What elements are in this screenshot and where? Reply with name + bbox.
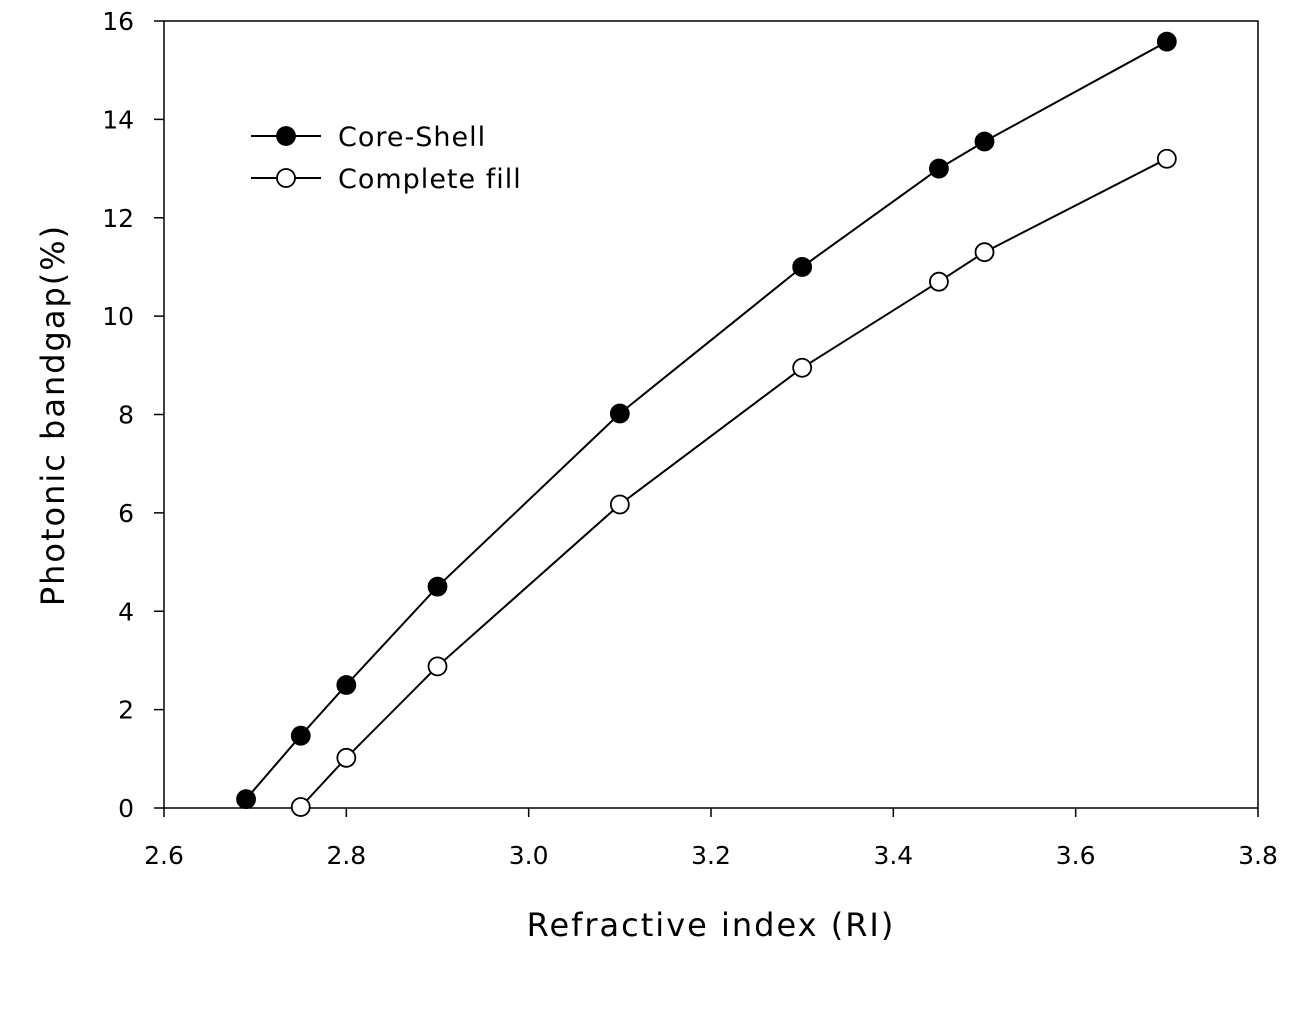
y-tick-label: 10	[102, 302, 134, 331]
y-axis-title: Photonic bandgap(%)	[34, 224, 72, 606]
y-axis-ticks: 0 2 4 6 8 10 12 14 16	[102, 7, 164, 823]
legend: Core-Shell Complete fill	[251, 122, 522, 195]
y-tick-label: 16	[102, 7, 134, 36]
legend-label-core-shell: Core-Shell	[338, 122, 486, 153]
plot-area	[163, 20, 1259, 809]
data-point-complete-fill	[290, 797, 311, 817]
plot-frame	[163, 20, 1259, 809]
x-tick-label: 2.8	[326, 841, 366, 870]
data-point-core-shell	[290, 725, 311, 746]
x-tick-label: 3.0	[509, 841, 549, 870]
data-point-core-shell	[427, 576, 448, 597]
legend-marker-core-shell	[276, 126, 296, 146]
y-tick-label: 6	[118, 499, 134, 528]
x-tick-label: 2.6	[144, 841, 184, 870]
data-point-core-shell	[236, 789, 256, 810]
series-markers	[236, 31, 1177, 817]
x-tick-label: 3.4	[873, 841, 913, 870]
x-tick-label: 3.2	[691, 841, 731, 870]
data-point-complete-fill	[1156, 148, 1177, 169]
x-axis-title: Refractive index (RI)	[527, 906, 896, 944]
data-point-core-shell	[1156, 31, 1177, 52]
data-point-core-shell	[929, 158, 949, 179]
legend-marker-complete-fill	[276, 168, 296, 188]
series-line-complete-fill	[299, 157, 1168, 808]
data-point-complete-fill	[336, 747, 357, 768]
data-point-complete-fill	[974, 242, 995, 263]
x-tick-label: 3.6	[1056, 841, 1096, 870]
legend-label-complete-fill: Complete fill	[338, 164, 522, 195]
series-lines	[245, 40, 1168, 808]
data-point-core-shell	[336, 675, 357, 695]
y-tick-label: 2	[118, 696, 134, 725]
series-line-core-shell	[245, 40, 1168, 800]
y-tick-label: 14	[102, 105, 134, 134]
x-axis-ticks: 2.6 2.8 3.0 3.2 3.4 3.6 3.8	[144, 808, 1278, 870]
y-tick-label: 0	[118, 794, 134, 823]
data-point-core-shell	[974, 131, 995, 152]
data-point-complete-fill	[609, 494, 630, 515]
data-point-complete-fill	[792, 357, 813, 378]
y-tick-label: 12	[102, 204, 134, 233]
x-tick-label: 3.8	[1238, 841, 1278, 870]
y-tick-label: 8	[118, 401, 134, 430]
data-point-core-shell	[792, 257, 813, 277]
data-point-complete-fill	[929, 271, 949, 292]
data-point-complete-fill	[427, 656, 448, 677]
y-tick-label: 4	[118, 597, 134, 626]
data-point-core-shell	[609, 403, 630, 424]
